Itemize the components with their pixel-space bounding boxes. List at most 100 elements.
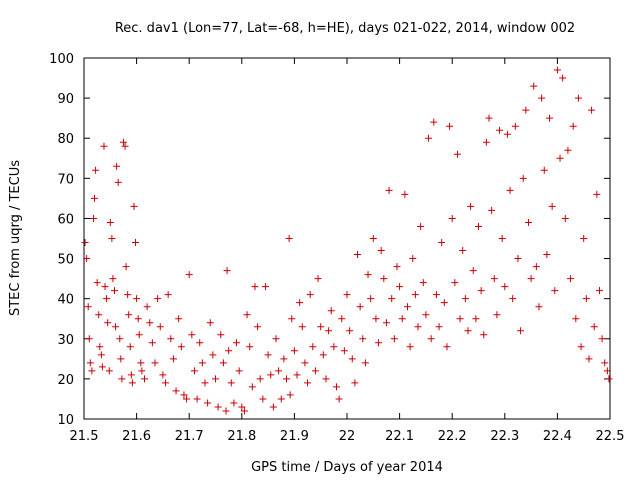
data-point-139 — [385, 186, 393, 194]
data-point-211 — [574, 94, 582, 102]
data-point-127 — [354, 251, 362, 259]
y-tick-label-0: 10 — [57, 413, 74, 428]
data-point-194 — [530, 82, 538, 90]
data-point-79 — [230, 399, 238, 407]
data-point-72 — [214, 403, 222, 411]
data-point-156 — [430, 118, 438, 126]
data-point-123 — [343, 291, 351, 299]
data-point-61 — [185, 271, 193, 279]
x-tick-label-3: 21.8 — [227, 429, 256, 444]
data-point-93 — [267, 371, 275, 379]
data-point-142 — [393, 263, 401, 271]
data-point-131 — [364, 271, 372, 279]
data-point-34 — [126, 343, 134, 351]
data-point-80 — [233, 339, 241, 347]
data-point-49 — [154, 295, 162, 303]
data-markers — [81, 66, 613, 415]
data-point-208 — [567, 275, 575, 283]
data-point-10 — [95, 311, 103, 319]
data-point-22 — [111, 287, 119, 295]
data-point-180 — [493, 311, 501, 319]
data-point-218 — [593, 190, 601, 198]
data-point-86 — [248, 383, 256, 391]
data-point-58 — [177, 343, 185, 351]
data-point-138 — [382, 319, 390, 327]
data-point-78 — [227, 379, 235, 387]
data-point-165 — [453, 150, 461, 158]
data-point-164 — [451, 279, 459, 287]
data-point-89 — [256, 375, 264, 383]
y-tick-label-2: 30 — [57, 333, 74, 348]
data-point-105 — [296, 299, 304, 307]
data-point-0 — [81, 239, 89, 247]
data-point-166 — [456, 315, 464, 323]
data-point-74 — [219, 359, 227, 367]
data-point-40 — [134, 315, 142, 323]
data-point-137 — [380, 275, 388, 283]
data-point-193 — [527, 275, 535, 283]
y-axis-tick-labels: 10 20 30 40 50 60 70 80 90 100 — [49, 52, 74, 428]
data-point-102 — [288, 315, 296, 323]
data-point-116 — [325, 327, 333, 335]
data-point-196 — [535, 303, 543, 311]
data-point-136 — [377, 247, 385, 255]
data-point-97 — [277, 395, 285, 403]
data-point-118 — [330, 343, 338, 351]
data-point-29 — [119, 138, 127, 146]
data-point-191 — [522, 106, 530, 114]
data-point-197 — [538, 94, 546, 102]
data-point-141 — [390, 335, 398, 343]
data-point-167 — [459, 247, 467, 255]
data-point-41 — [135, 331, 143, 339]
data-point-214 — [582, 295, 590, 303]
data-point-27 — [117, 355, 125, 363]
x-axis-title: GPS time / Days of year 2014 — [251, 460, 443, 475]
data-point-71 — [212, 375, 219, 383]
data-point-76 — [223, 267, 231, 275]
data-point-90 — [259, 395, 267, 403]
data-point-144 — [398, 315, 406, 323]
y-axis-title: STEC from uqrg / TECUs — [8, 160, 23, 316]
data-point-157 — [432, 291, 440, 299]
data-point-17 — [104, 319, 112, 327]
data-point-126 — [351, 379, 359, 387]
data-point-148 — [409, 255, 417, 263]
y-tick-label-4: 50 — [57, 253, 74, 268]
data-point-87 — [251, 283, 259, 291]
data-point-122 — [340, 347, 348, 355]
data-point-2 — [84, 303, 92, 311]
data-point-160 — [440, 299, 448, 307]
data-point-44 — [140, 375, 148, 383]
data-point-112 — [314, 275, 322, 283]
data-point-26 — [116, 335, 124, 343]
data-point-96 — [275, 367, 283, 375]
data-point-205 — [559, 74, 567, 82]
data-point-28 — [118, 375, 126, 383]
x-axis-ticks — [83, 58, 611, 419]
data-point-4 — [86, 359, 94, 367]
data-point-16 — [103, 295, 111, 303]
data-point-133 — [369, 235, 377, 242]
data-point-223 — [605, 375, 613, 383]
data-point-60 — [183, 395, 191, 403]
y-tick-label-6: 70 — [57, 172, 74, 187]
data-point-115 — [322, 375, 330, 383]
data-point-11 — [96, 343, 104, 351]
data-point-20 — [108, 235, 116, 242]
data-point-62 — [188, 331, 196, 339]
data-point-38 — [132, 239, 140, 247]
data-point-63 — [190, 367, 198, 375]
data-point-204 — [556, 154, 564, 162]
data-point-107 — [301, 359, 309, 367]
data-point-153 — [422, 311, 430, 319]
data-point-110 — [309, 343, 317, 351]
data-point-192 — [524, 218, 532, 226]
data-point-174 — [477, 287, 485, 295]
data-point-200 — [546, 114, 554, 122]
data-point-178 — [488, 206, 496, 214]
data-point-129 — [359, 335, 367, 343]
data-point-176 — [482, 138, 490, 146]
data-point-9 — [93, 279, 101, 287]
data-point-54 — [167, 335, 175, 343]
data-point-219 — [595, 287, 603, 295]
